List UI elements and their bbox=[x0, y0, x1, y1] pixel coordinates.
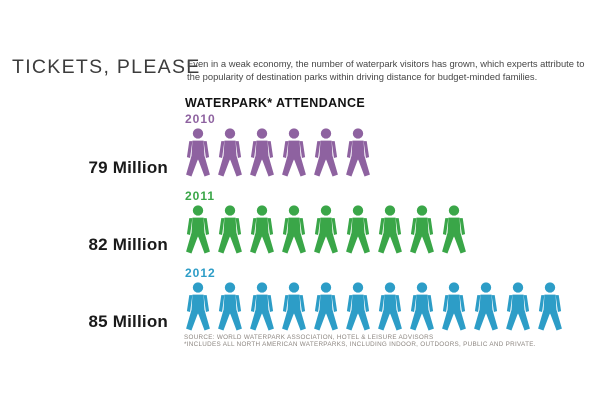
person-icon bbox=[250, 128, 274, 177]
person-icons-row bbox=[183, 203, 565, 256]
person-icons-row bbox=[183, 126, 565, 179]
attendance-row-2012: 85 Million 2012 bbox=[89, 266, 565, 333]
person-icon bbox=[346, 205, 370, 254]
person-icon bbox=[186, 128, 210, 177]
person-icon bbox=[410, 282, 434, 331]
person-icon bbox=[378, 282, 402, 331]
person-icon bbox=[314, 128, 338, 177]
person-icon bbox=[442, 282, 466, 331]
year-label: 2010 bbox=[185, 112, 216, 126]
person-icon bbox=[346, 128, 370, 177]
attendance-value-label: 79 Million bbox=[88, 158, 168, 177]
person-icon bbox=[442, 205, 466, 254]
person-icon bbox=[474, 282, 498, 331]
person-icon bbox=[282, 205, 306, 254]
attendance-value-label: 82 Million bbox=[88, 235, 168, 254]
page-title: TICKETS, PLEASE bbox=[12, 56, 201, 78]
person-icon bbox=[282, 282, 306, 331]
person-icon bbox=[250, 282, 274, 331]
person-icon bbox=[250, 205, 274, 254]
attendance-chart: 79 Million 2010 82 Million 2011 85 Million 20… bbox=[89, 112, 565, 343]
person-icon bbox=[314, 205, 338, 254]
person-icon bbox=[506, 282, 530, 331]
person-icon bbox=[314, 282, 338, 331]
person-icon bbox=[218, 205, 242, 254]
person-icon bbox=[218, 128, 242, 177]
attendance-row-2010: 79 Million 2010 bbox=[89, 112, 565, 179]
person-icon bbox=[218, 282, 242, 331]
person-icon bbox=[538, 282, 562, 331]
attendance-row-2011: 82 Million 2011 bbox=[89, 189, 565, 256]
footnote-line: *INCLUDES ALL NORTH AMERICAN WATERPARKS,… bbox=[184, 341, 536, 348]
year-label: 2012 bbox=[185, 266, 216, 280]
person-icon bbox=[186, 282, 210, 331]
year-label: 2011 bbox=[185, 189, 216, 203]
chart-title: WATERPARK* ATTENDANCE bbox=[185, 96, 366, 110]
attendance-value-label: 85 Million bbox=[88, 312, 168, 331]
person-icon bbox=[282, 128, 306, 177]
source-note: SOURCE: WORLD WATERPARK ASSOCIATION, HOT… bbox=[184, 334, 536, 348]
source-line: SOURCE: WORLD WATERPARK ASSOCIATION, HOT… bbox=[184, 334, 434, 341]
person-icon bbox=[410, 205, 434, 254]
person-icon bbox=[378, 205, 402, 254]
person-icon bbox=[186, 205, 210, 254]
intro-text: Even in a weak economy, the number of wa… bbox=[187, 58, 585, 83]
person-icon bbox=[346, 282, 370, 331]
person-icons-row bbox=[183, 280, 565, 333]
